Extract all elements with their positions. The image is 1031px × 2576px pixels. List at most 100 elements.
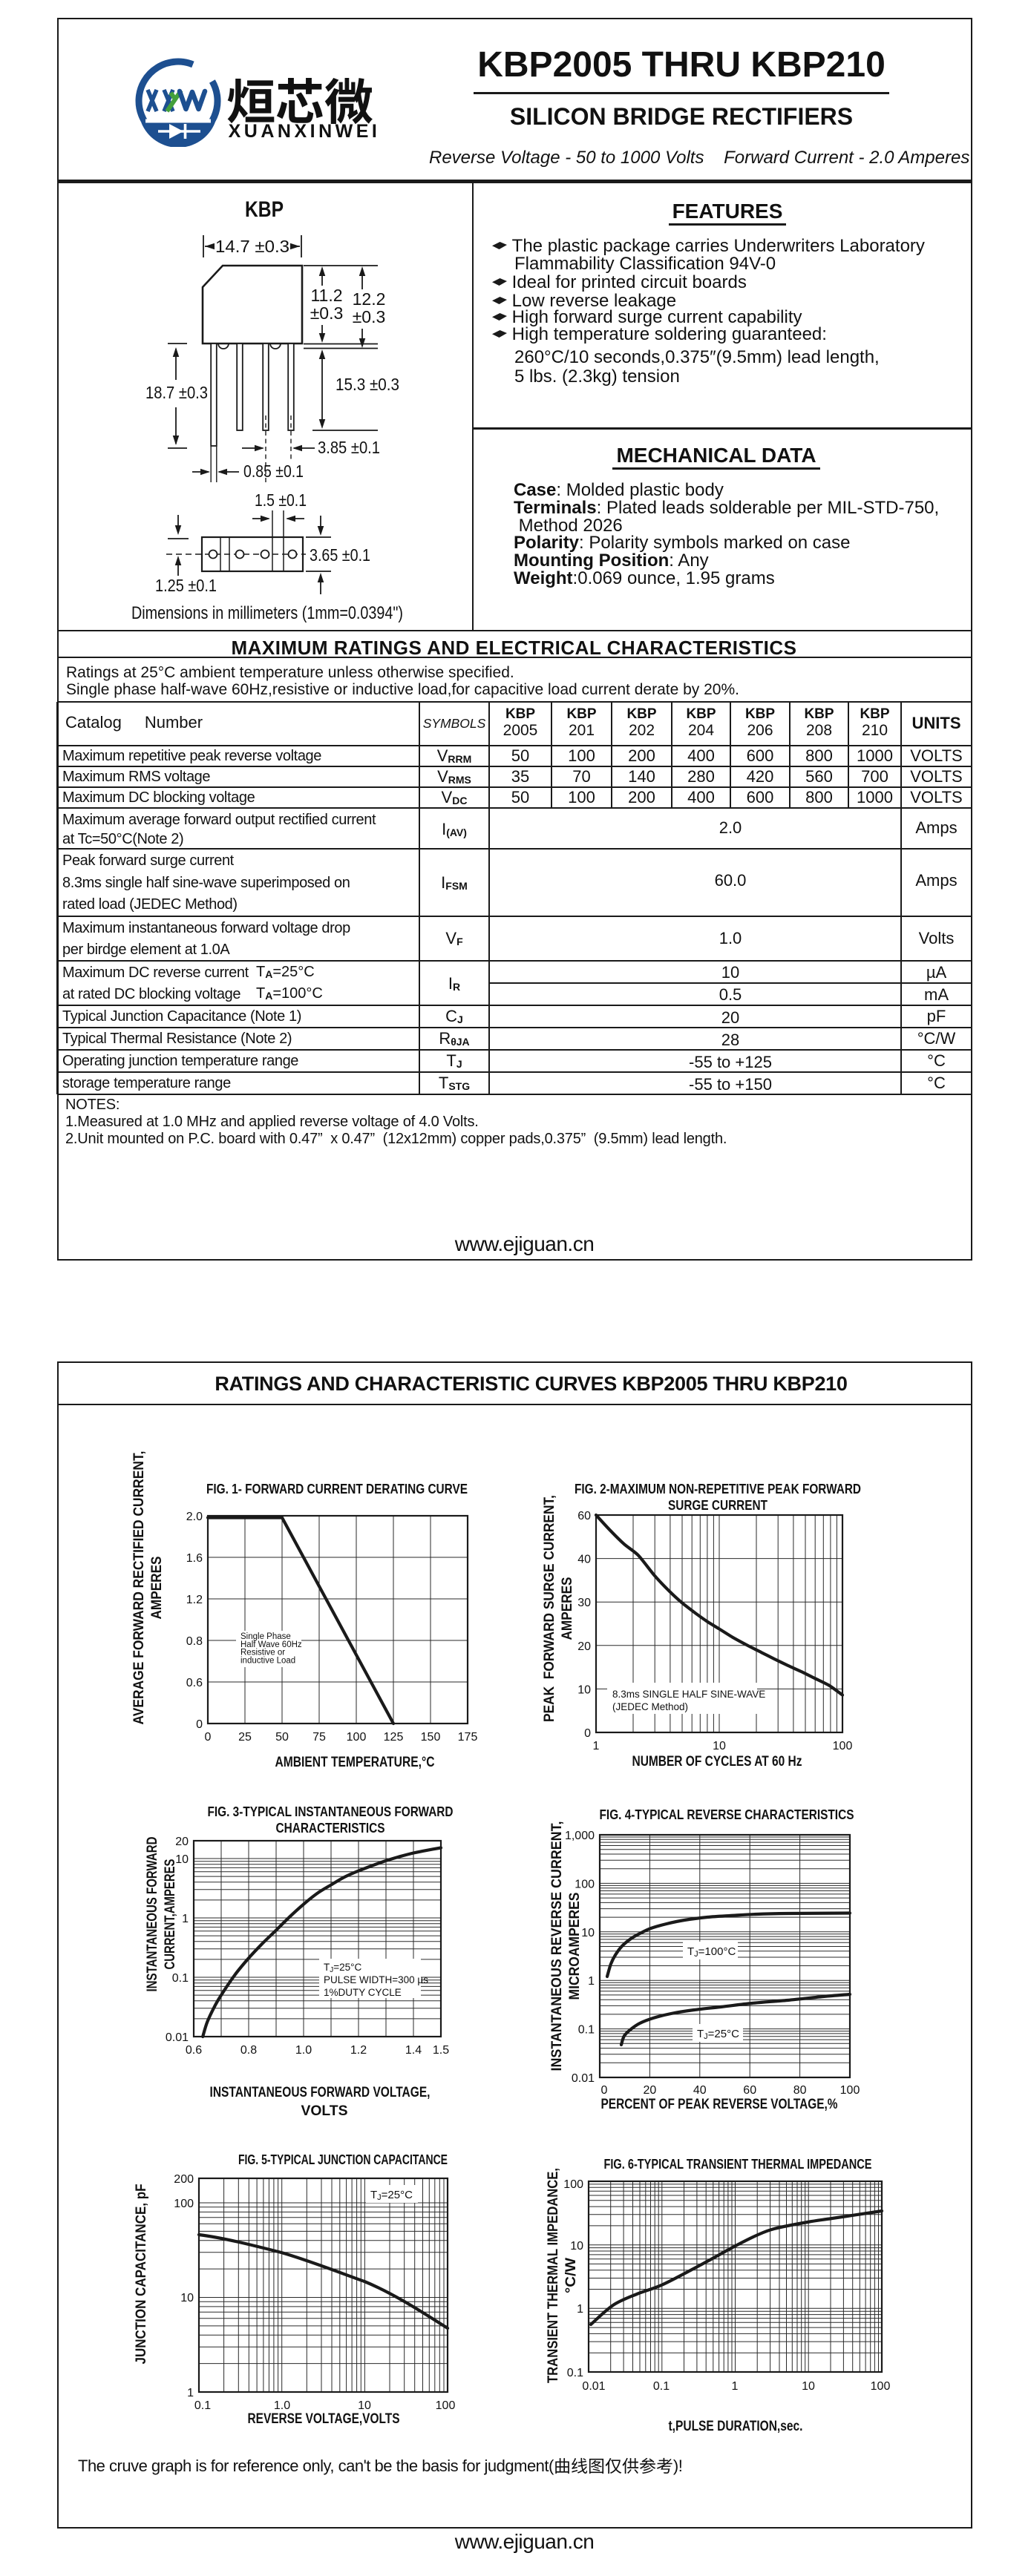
svg-text:JUNCTION CAPACITANCE, pF: JUNCTION CAPACITANCE, pF [134,2184,149,2365]
svg-text:10: 10 [713,1740,726,1752]
svg-text:0.85 ±0.1: 0.85 ±0.1 [243,461,304,481]
svg-text:Single Phase: Single Phase [240,1632,291,1641]
svg-text:0.01: 0.01 [572,2072,595,2085]
svg-text:FIG. 3-TYPICAL INSTANTANEOUS F: FIG. 3-TYPICAL INSTANTANEOUS FORWARD [208,1804,454,1819]
svg-text:0: 0 [205,1731,212,1744]
svg-text:3.85 ±0.1: 3.85 ±0.1 [318,438,380,457]
svg-text:18.7 ±0.3: 18.7 ±0.3 [145,383,208,402]
svg-text:AMPERES: AMPERES [560,1577,575,1640]
svg-text:TRANSIENT THERMAL IMPEDANCE,: TRANSIENT THERMAL IMPEDANCE, [546,2168,561,2383]
svg-text:FIG. 2-MAXIMUM NON-REPETITIVE: FIG. 2-MAXIMUM NON-REPETITIVE PEAK FORWA… [575,1482,861,1496]
svg-text:0.8: 0.8 [186,1635,203,1648]
svg-text:0.1: 0.1 [578,2024,595,2037]
svg-text:20: 20 [175,1836,189,1848]
svg-text:TJ=100°C: TJ=100°C [687,1945,736,1959]
svg-text:10: 10 [570,2240,583,2253]
svg-text:1: 1 [182,1913,189,1925]
svg-text:60: 60 [577,1510,591,1522]
svg-text:INSTANTANEOUS FORWARD VOLTAGE,: INSTANTANEOUS FORWARD VOLTAGE, [210,2085,431,2100]
svg-text:FIG. 1- FORWARD CURRENT DERATI: FIG. 1- FORWARD CURRENT DERATING CURVE [206,1482,468,1496]
svg-text:10: 10 [577,1683,591,1696]
svg-text:12.2: 12.2 [353,289,386,309]
svg-text:100: 100 [840,2084,860,2097]
svg-text:PEAK FORWARD SURGE CURRENT,: PEAK FORWARD SURGE CURRENT, [542,1495,557,1722]
svg-text:AVERAGE FORWARD RECTIFIED CURR: AVERAGE FORWARD RECTIFIED CURRENT, [131,1451,147,1725]
svg-text:TJ=25°C: TJ=25°C [697,2028,739,2041]
svg-text:Resistive or: Resistive or [240,1649,285,1657]
svg-text:1: 1 [593,1740,600,1752]
svg-text:1: 1 [588,1975,595,1988]
svg-text:1.5 ±0.1: 1.5 ±0.1 [255,490,307,510]
svg-text:FIG. 5-TYPICAL JUNCTION CAPACI: FIG. 5-TYPICAL JUNCTION CAPACITANCE [238,2152,448,2167]
svg-text:0.1: 0.1 [172,1972,189,1985]
svg-text:1,000: 1,000 [565,1830,595,1842]
svg-text:60: 60 [743,2084,756,2097]
svg-text:40: 40 [577,1554,591,1566]
svg-text:0.1: 0.1 [567,2367,583,2379]
svg-text:t,PULSE DURATION,sec.: t,PULSE DURATION,sec. [669,2419,803,2434]
svg-text:0.1: 0.1 [653,2380,670,2393]
svg-text:2.0: 2.0 [186,1511,203,1523]
svg-text:150: 150 [421,1731,441,1744]
svg-text:10: 10 [358,2399,371,2412]
svg-text:Half Wave 60Hz: Half Wave 60Hz [240,1640,302,1649]
svg-text:CURRENT,AMPERES: CURRENT,AMPERES [163,1859,178,1970]
svg-text:VOLTS: VOLTS [301,2103,348,2119]
svg-text:15.3 ±0.3: 15.3 ±0.3 [336,375,399,394]
svg-text:10: 10 [581,1927,595,1939]
svg-text:±0.3: ±0.3 [310,303,344,323]
svg-text:14.7 ±0.3: 14.7 ±0.3 [215,237,289,256]
svg-text:20: 20 [577,1640,591,1653]
svg-text:°C/W: °C/W [563,2258,579,2293]
svg-text:TJ=25°C: TJ=25°C [370,2189,413,2202]
svg-text:10: 10 [175,1853,189,1866]
svg-text:0.01: 0.01 [582,2380,605,2393]
svg-text:100: 100 [871,2380,891,2393]
svg-text:200: 200 [174,2173,194,2186]
svg-text:1.5: 1.5 [433,2044,449,2057]
svg-text:1.2: 1.2 [186,1594,203,1606]
svg-text:FIG. 4-TYPICAL REVERSE CHARACT: FIG. 4-TYPICAL REVERSE CHARACTERISTICS [600,1807,854,1822]
svg-text:0: 0 [601,2084,608,2097]
svg-text:PERCENT OF PEAK REVERSE VOLTAG: PERCENT OF PEAK REVERSE VOLTAGE,% [601,2097,838,2112]
svg-text:KBP: KBP [245,197,284,222]
svg-text:INSTANTANEOUS REVERSE CURRENT,: INSTANTANEOUS REVERSE CURRENT, [549,1821,565,2071]
svg-text:1.6: 1.6 [186,1552,203,1565]
svg-text:25: 25 [238,1731,252,1744]
svg-text:3.65 ±0.1: 3.65 ±0.1 [310,545,370,565]
svg-text:80: 80 [793,2084,807,2097]
svg-text:0.8: 0.8 [240,2044,257,2057]
svg-text:1.0: 1.0 [295,2044,312,2057]
svg-text:1.2: 1.2 [350,2044,367,2057]
svg-text:AMPERES: AMPERES [149,1557,165,1620]
svg-text:10: 10 [802,2380,815,2393]
svg-text:100: 100 [347,1731,367,1744]
svg-text:75: 75 [312,1731,326,1744]
svg-text:CHARACTERISTICS: CHARACTERISTICS [276,1821,385,1836]
svg-text:40: 40 [693,2084,707,2097]
svg-text:100: 100 [575,1878,595,1890]
svg-text:0.1: 0.1 [194,2399,211,2412]
svg-text:175: 175 [458,1731,478,1744]
svg-text:11.2: 11.2 [310,286,342,305]
svg-text:1%DUTY CYCLE: 1%DUTY CYCLE [324,1987,402,1998]
svg-text:MICROAMPERES: MICROAMPERES [567,1893,583,2000]
svg-text:FIG. 6-TYPICAL TRANSIENT THERM: FIG. 6-TYPICAL TRANSIENT THERMAL IMPEDAN… [604,2157,872,2172]
svg-text:100: 100 [174,2198,194,2210]
svg-text:50: 50 [275,1731,289,1744]
svg-text:PULSE WIDTH=300 µs: PULSE WIDTH=300 µs [324,1974,428,1985]
svg-text:0: 0 [196,1718,203,1731]
svg-text:0.01: 0.01 [166,2031,189,2044]
svg-text:20: 20 [644,2084,657,2097]
svg-text:1.0: 1.0 [274,2399,290,2412]
svg-text:TJ=25°C: TJ=25°C [324,1962,362,1974]
svg-text:1: 1 [732,2380,739,2393]
svg-text:REVERSE VOLTAGE,VOLTS: REVERSE VOLTAGE,VOLTS [248,2411,400,2427]
svg-text:125: 125 [384,1731,404,1744]
svg-text:1.25 ±0.1: 1.25 ±0.1 [155,576,217,595]
svg-text:Dimensions in millimeters (1mm: Dimensions in millimeters (1mm=0.0394") [131,603,403,623]
svg-text:0.6: 0.6 [186,1677,203,1689]
svg-text:1: 1 [577,2303,583,2316]
svg-text:10: 10 [180,2292,194,2304]
svg-text:(JEDEC Method): (JEDEC Method) [612,1701,688,1712]
